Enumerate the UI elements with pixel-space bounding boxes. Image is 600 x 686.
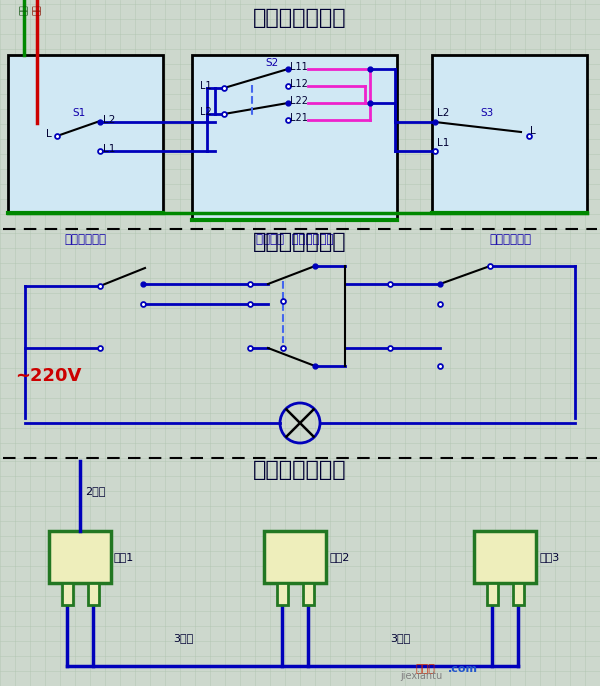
Text: L: L (46, 129, 52, 139)
Bar (277, 583, 288, 605)
Text: 开关2: 开关2 (329, 552, 349, 562)
Bar (88, 583, 99, 605)
Text: 单开双控开关: 单开双控开关 (64, 233, 106, 246)
Text: L: L (530, 126, 536, 136)
Text: L1: L1 (200, 81, 212, 91)
Text: S3: S3 (480, 108, 493, 118)
Bar (192, 55, 397, 220)
Bar (264, 531, 326, 583)
Text: S2: S2 (265, 58, 278, 68)
Text: 3根线: 3根线 (173, 633, 193, 643)
Text: jiexiantu: jiexiantu (400, 671, 442, 681)
Text: S1: S1 (72, 108, 85, 118)
Text: L21: L21 (290, 113, 308, 123)
Text: L12: L12 (290, 79, 308, 89)
Text: 接线图: 接线图 (415, 664, 435, 674)
Text: L22: L22 (290, 96, 308, 106)
Bar (49, 531, 111, 583)
Text: 火线: 火线 (32, 4, 41, 15)
Text: L1: L1 (103, 144, 115, 154)
Text: .com: .com (448, 664, 478, 674)
Text: 三控开关接线图: 三控开关接线图 (253, 8, 347, 28)
Text: 三控开关原理图: 三控开关原理图 (253, 232, 347, 252)
Text: 中途开关  （三控开关）: 中途开关 （三控开关） (256, 233, 334, 246)
Bar (62, 583, 73, 605)
Text: 三控开关布线图: 三控开关布线图 (253, 460, 347, 480)
Text: 开关1: 开关1 (114, 552, 134, 562)
Text: 开关3: 开关3 (539, 552, 559, 562)
Text: L2: L2 (437, 108, 449, 118)
Text: 相线: 相线 (19, 4, 29, 15)
Text: 2根线: 2根线 (85, 486, 106, 496)
Text: ~220V: ~220V (15, 367, 82, 385)
Bar (487, 583, 498, 605)
Text: L2: L2 (200, 107, 212, 117)
Bar (432, 55, 587, 213)
Text: 单开双控开关: 单开双控开关 (489, 233, 531, 246)
Bar (8, 55, 163, 213)
Bar (474, 531, 536, 583)
Text: L1: L1 (437, 138, 449, 148)
Bar (513, 583, 524, 605)
Bar (303, 583, 314, 605)
Text: L2: L2 (103, 115, 115, 125)
Text: 3根线: 3根线 (390, 633, 410, 643)
Text: L11: L11 (290, 62, 308, 72)
